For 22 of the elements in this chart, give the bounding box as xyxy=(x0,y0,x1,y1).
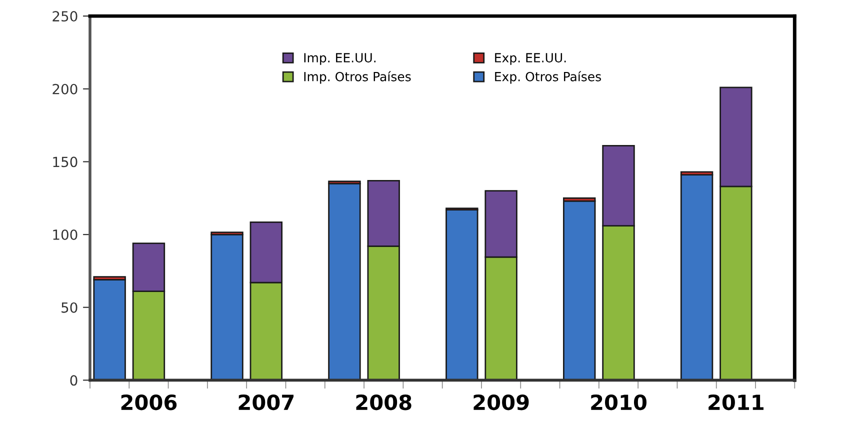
y-tick-label: 100 xyxy=(53,230,78,240)
x-tick-label: 2007 xyxy=(238,394,294,410)
x-tick-label: 2006 xyxy=(121,394,177,410)
legend-label: Imp. Otros Países xyxy=(304,71,411,84)
y-tick-label: 250 xyxy=(52,11,78,22)
bar xyxy=(562,200,596,380)
legend-label: Imp. EE.UU. xyxy=(304,53,376,65)
bar xyxy=(328,182,361,380)
legend-label: Exp. Otros Países xyxy=(495,71,601,84)
x-tick-label: 2011 xyxy=(708,394,764,410)
bar xyxy=(680,174,714,380)
bar xyxy=(93,278,126,380)
bar xyxy=(210,234,244,380)
bar xyxy=(446,209,478,380)
x-tick-label: 2009 xyxy=(474,394,529,410)
x-tick-label: 2008 xyxy=(356,394,412,410)
y-tick-label: 200 xyxy=(52,84,78,94)
y-tick-label: 50 xyxy=(62,302,78,313)
x-tick-label: 2010 xyxy=(591,394,646,410)
y-tick-label: 150 xyxy=(53,156,78,168)
legend-label: Exp. EE.UU. xyxy=(495,53,566,65)
y-tick-label: 0 xyxy=(70,375,78,386)
